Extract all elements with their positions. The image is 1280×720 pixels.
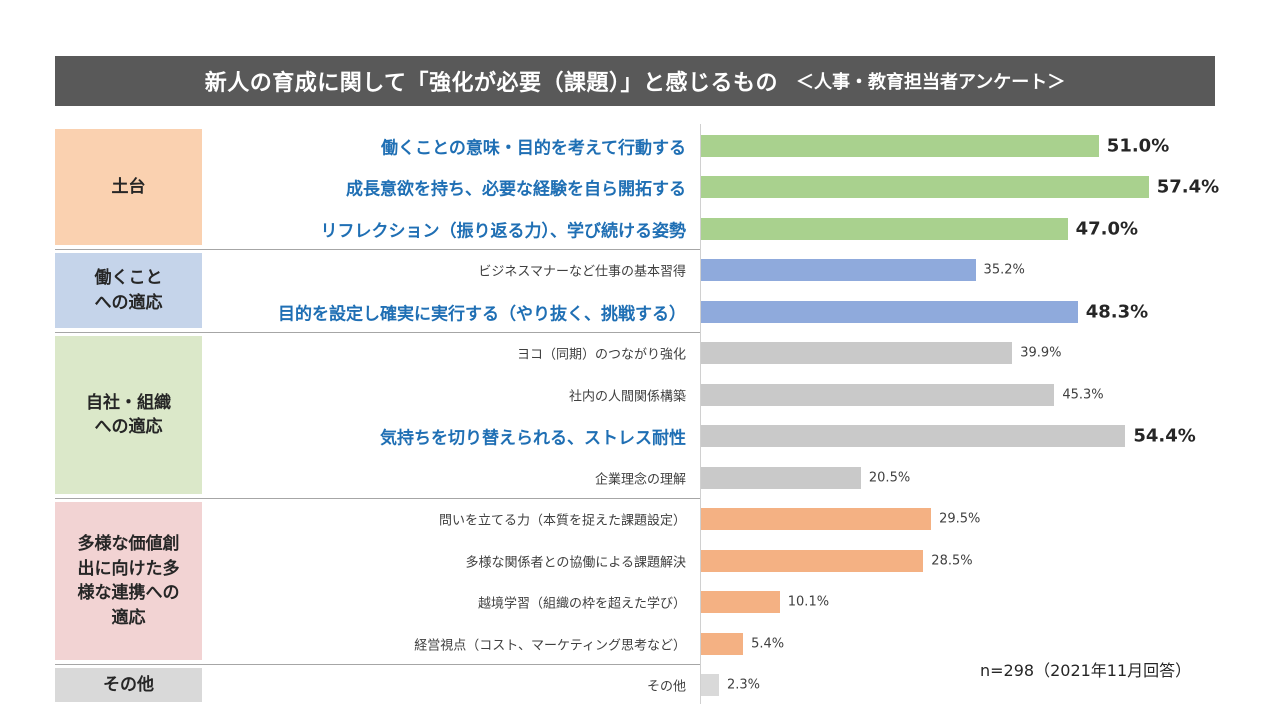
bar [701,176,1149,198]
data-label: 20.5% [868,470,911,485]
bar [701,591,780,613]
group-divider [55,332,700,334]
item-label: リフレクション（振り返る力）、学び続ける姿勢 [320,221,687,241]
data-label: 28.5% [931,553,973,568]
item-label: 企業理念の理解 [594,472,686,487]
bar [701,134,1099,157]
data-label: 39.9% [1020,345,1062,361]
bar [701,466,861,489]
data-label: 2.3% [726,677,760,693]
data-label: 54.4% [1133,425,1196,447]
item-label: 成長意欲を持ち、必要な経験を自ら開拓する [346,179,686,200]
item-label: ビジネスマナーなど仕事の基本習得 [478,264,686,280]
bar [701,342,1013,364]
bar [701,217,1068,240]
category-label-2: 自社・組織 への適応 [55,336,202,495]
item-label: 多様な関係者との協働による課題解決 [465,555,686,570]
data-label: 45.3% [1062,387,1104,402]
title-banner: 新人の育成に関して「強化が必要（課題）」と感じるもの ＜人事・教育担当者アンケー… [55,56,1215,106]
item-label: 問いを立てる力（本質を捉えた課題設定） [438,513,686,529]
data-label: 5.4% [751,636,785,651]
sample-note: n=298（2021年11月回答） [980,661,1192,680]
group-divider [55,249,700,251]
category-label-3: 多様な価値創 出に向けた多 様な連携への 適応 [55,502,202,661]
item-label: 経営視点（コスト、マーケティング思考など） [414,638,686,653]
group-divider [55,498,700,500]
category-label-0: 土台 [55,128,202,246]
bar [701,632,744,655]
category-label-4: その他 [55,668,202,702]
data-label: 48.3% [1085,301,1149,322]
bar [701,383,1055,406]
item-label: 社内の人間関係構築 [568,389,686,404]
item-label: その他 [646,679,686,695]
item-label: 越境学習（組織の枠を超えた学び） [477,596,686,612]
bar [701,300,1078,323]
data-label: 29.5% [939,511,981,527]
item-label: 働くことの意味・目的を考えて行動する [381,138,686,158]
bar [701,549,924,572]
item-label: 目的を設定し確実に実行する（やり抜く、挑戦する） [278,304,686,324]
bar [701,674,719,696]
data-label: 35.2% [983,262,1025,278]
bar [701,259,976,281]
value-axis-line [700,124,701,704]
item-label: 気持ちを切り替えられる、ストレス耐性 [380,428,686,449]
data-label: 57.4% [1156,176,1220,198]
category-label-1: 働くこと への適応 [55,253,202,329]
data-label: 51.0% [1106,135,1170,156]
bar [701,425,1126,447]
data-label: 10.1% [787,594,830,610]
group-divider [55,664,700,666]
chart-title: 新人の育成に関して「強化が必要（課題）」と感じるもの [204,71,779,96]
item-label: ヨコ（同期）のつながり強化 [516,347,686,363]
bar [701,508,932,530]
chart-subtitle: ＜人事・教育担当者アンケート＞ [796,72,1066,93]
data-label: 47.0% [1075,218,1139,239]
